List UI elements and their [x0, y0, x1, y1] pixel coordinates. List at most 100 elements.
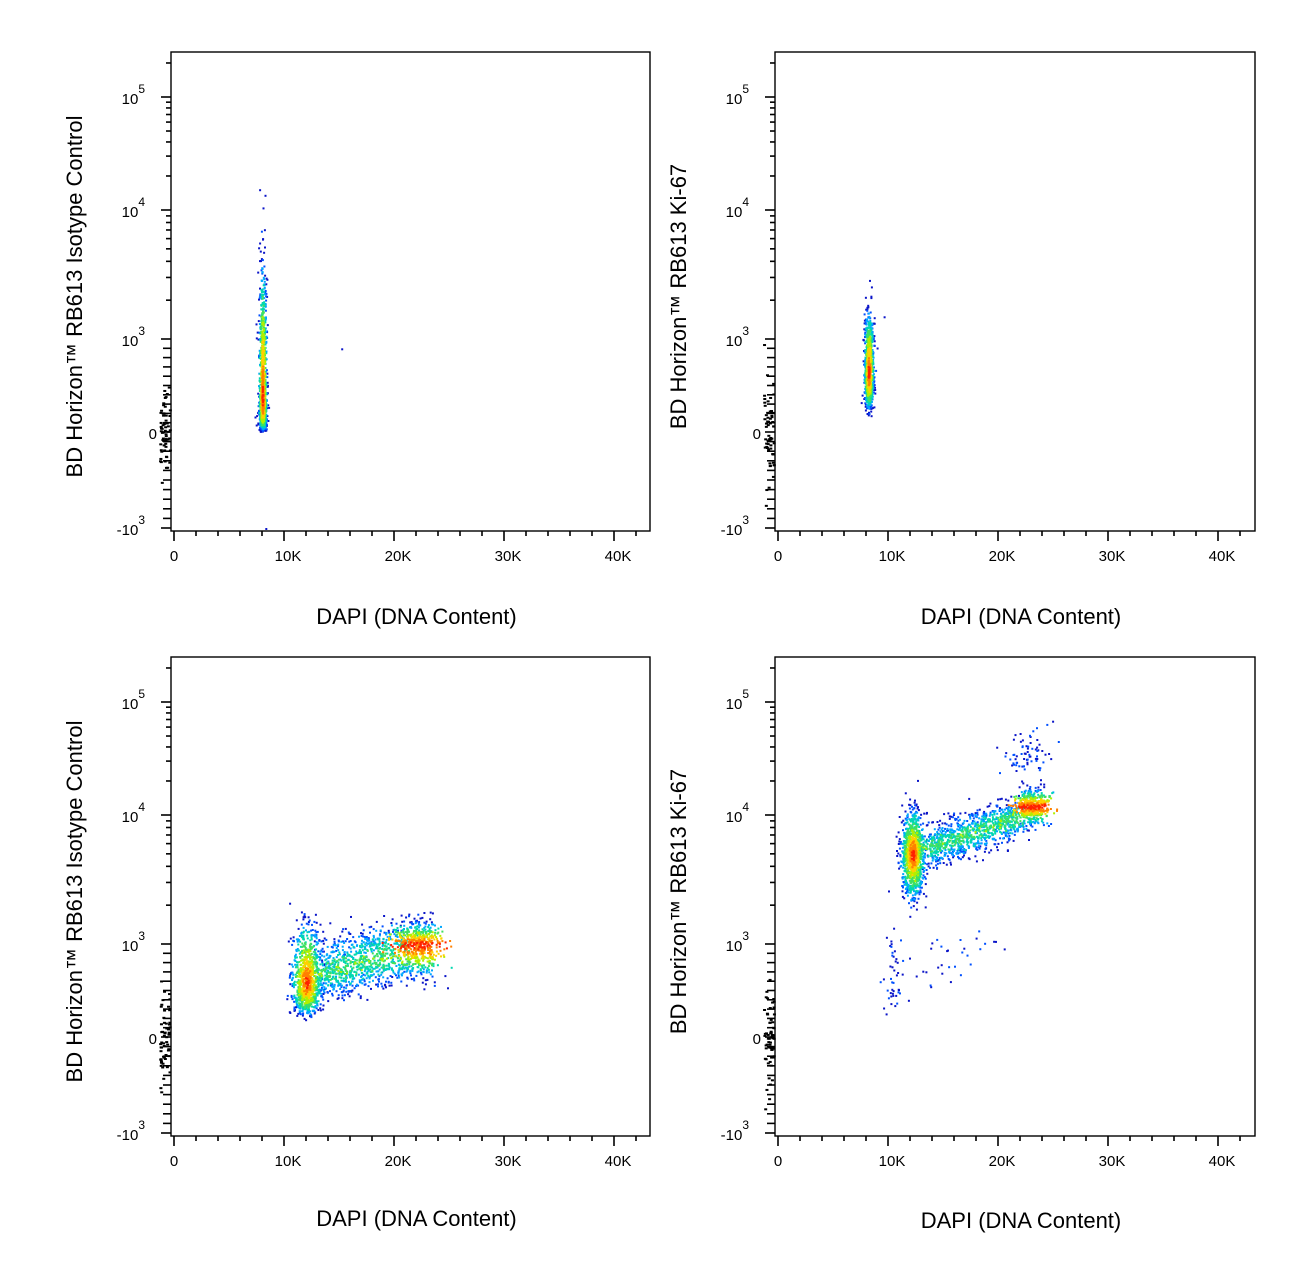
- data-point: [347, 980, 350, 983]
- data-point: [346, 938, 349, 940]
- data-point: [406, 927, 409, 930]
- data-point: [359, 966, 362, 969]
- data-point: [304, 916, 307, 919]
- data-point: [309, 1013, 312, 1016]
- data-point: [335, 975, 337, 978]
- data-point: [360, 972, 363, 974]
- data-point: [428, 944, 431, 947]
- data-point: [262, 392, 265, 395]
- data-point: [313, 940, 316, 943]
- data-point: [304, 943, 307, 946]
- edge-event: [770, 416, 774, 419]
- data-point: [410, 944, 413, 947]
- data-point: [397, 970, 400, 973]
- data-point: [360, 962, 363, 965]
- data-point: [434, 924, 436, 927]
- data-point: [308, 955, 311, 958]
- data-point: [303, 990, 306, 993]
- data-point: [303, 966, 306, 969]
- data-point: [306, 960, 308, 963]
- data-point: [262, 418, 265, 421]
- data-point: [265, 369, 268, 372]
- data-point: [264, 274, 267, 277]
- data-point: [422, 949, 425, 952]
- data-point: [383, 941, 386, 944]
- data-point: [423, 947, 426, 950]
- data-point: [311, 923, 313, 926]
- data-point: [349, 976, 352, 979]
- data-point: [332, 944, 335, 947]
- data-point: [300, 1001, 303, 1004]
- data-point: [412, 937, 415, 940]
- data-point: [395, 929, 398, 931]
- data-point: [390, 967, 393, 970]
- data-point: [983, 810, 986, 813]
- data-point: [412, 943, 415, 946]
- data-point: [372, 973, 375, 976]
- data-point: [872, 351, 874, 353]
- data-point: [872, 366, 875, 369]
- data-point: [317, 973, 320, 976]
- edge-event: [168, 1023, 172, 1026]
- data-point: [428, 951, 431, 954]
- data-point: [327, 1000, 330, 1003]
- data-point: [306, 1008, 309, 1011]
- data-point: [870, 345, 873, 348]
- edge-event: [159, 425, 163, 428]
- data-point: [262, 369, 265, 372]
- data-point: [300, 992, 303, 995]
- data-point: [339, 982, 342, 985]
- data-point: [261, 297, 264, 300]
- data-point: [265, 283, 268, 286]
- data-point: [381, 942, 384, 944]
- data-point: [346, 964, 349, 967]
- data-point: [306, 934, 309, 937]
- data-point: [921, 868, 924, 871]
- data-point: [408, 961, 411, 964]
- data-point: [317, 990, 320, 993]
- data-point: [297, 927, 300, 930]
- data-point: [869, 335, 872, 338]
- data-point: [306, 987, 309, 990]
- data-point: [380, 982, 383, 985]
- edge-event: [770, 414, 774, 417]
- data-point: [864, 321, 867, 324]
- data-point: [313, 1009, 316, 1012]
- data-point: [264, 305, 267, 308]
- edge-event: [162, 1044, 166, 1047]
- data-point: [257, 392, 260, 395]
- data-point: [333, 960, 336, 963]
- edge-event: [769, 444, 773, 447]
- data-point: [311, 972, 314, 975]
- edge-event: [159, 1087, 163, 1090]
- data-point: [291, 965, 294, 968]
- data-point: [349, 971, 352, 974]
- data-point: [266, 385, 269, 388]
- data-point: [866, 413, 869, 415]
- data-point: [378, 938, 381, 941]
- data-point: [397, 951, 400, 954]
- data-point: [345, 984, 348, 987]
- edge-event: [165, 1066, 169, 1069]
- x-tick-label: 0: [170, 548, 178, 565]
- data-point: [264, 367, 267, 369]
- data-point: [359, 979, 362, 982]
- data-point: [303, 1006, 306, 1009]
- data-point: [372, 928, 375, 931]
- data-point: [308, 953, 311, 956]
- data-point: [873, 317, 876, 320]
- data-point: [306, 1011, 309, 1014]
- data-point: [909, 915, 912, 918]
- outlier-point: [350, 915, 352, 918]
- data-point: [317, 1009, 320, 1011]
- data-point: [441, 940, 444, 943]
- data-point: [307, 954, 310, 957]
- data-point: [357, 952, 360, 955]
- data-point: [974, 812, 977, 815]
- data-point: [338, 953, 341, 956]
- data-point: [294, 953, 297, 956]
- data-point: [306, 931, 309, 934]
- data-point: [254, 416, 257, 419]
- data-point: [333, 966, 336, 969]
- data-point: [369, 947, 372, 950]
